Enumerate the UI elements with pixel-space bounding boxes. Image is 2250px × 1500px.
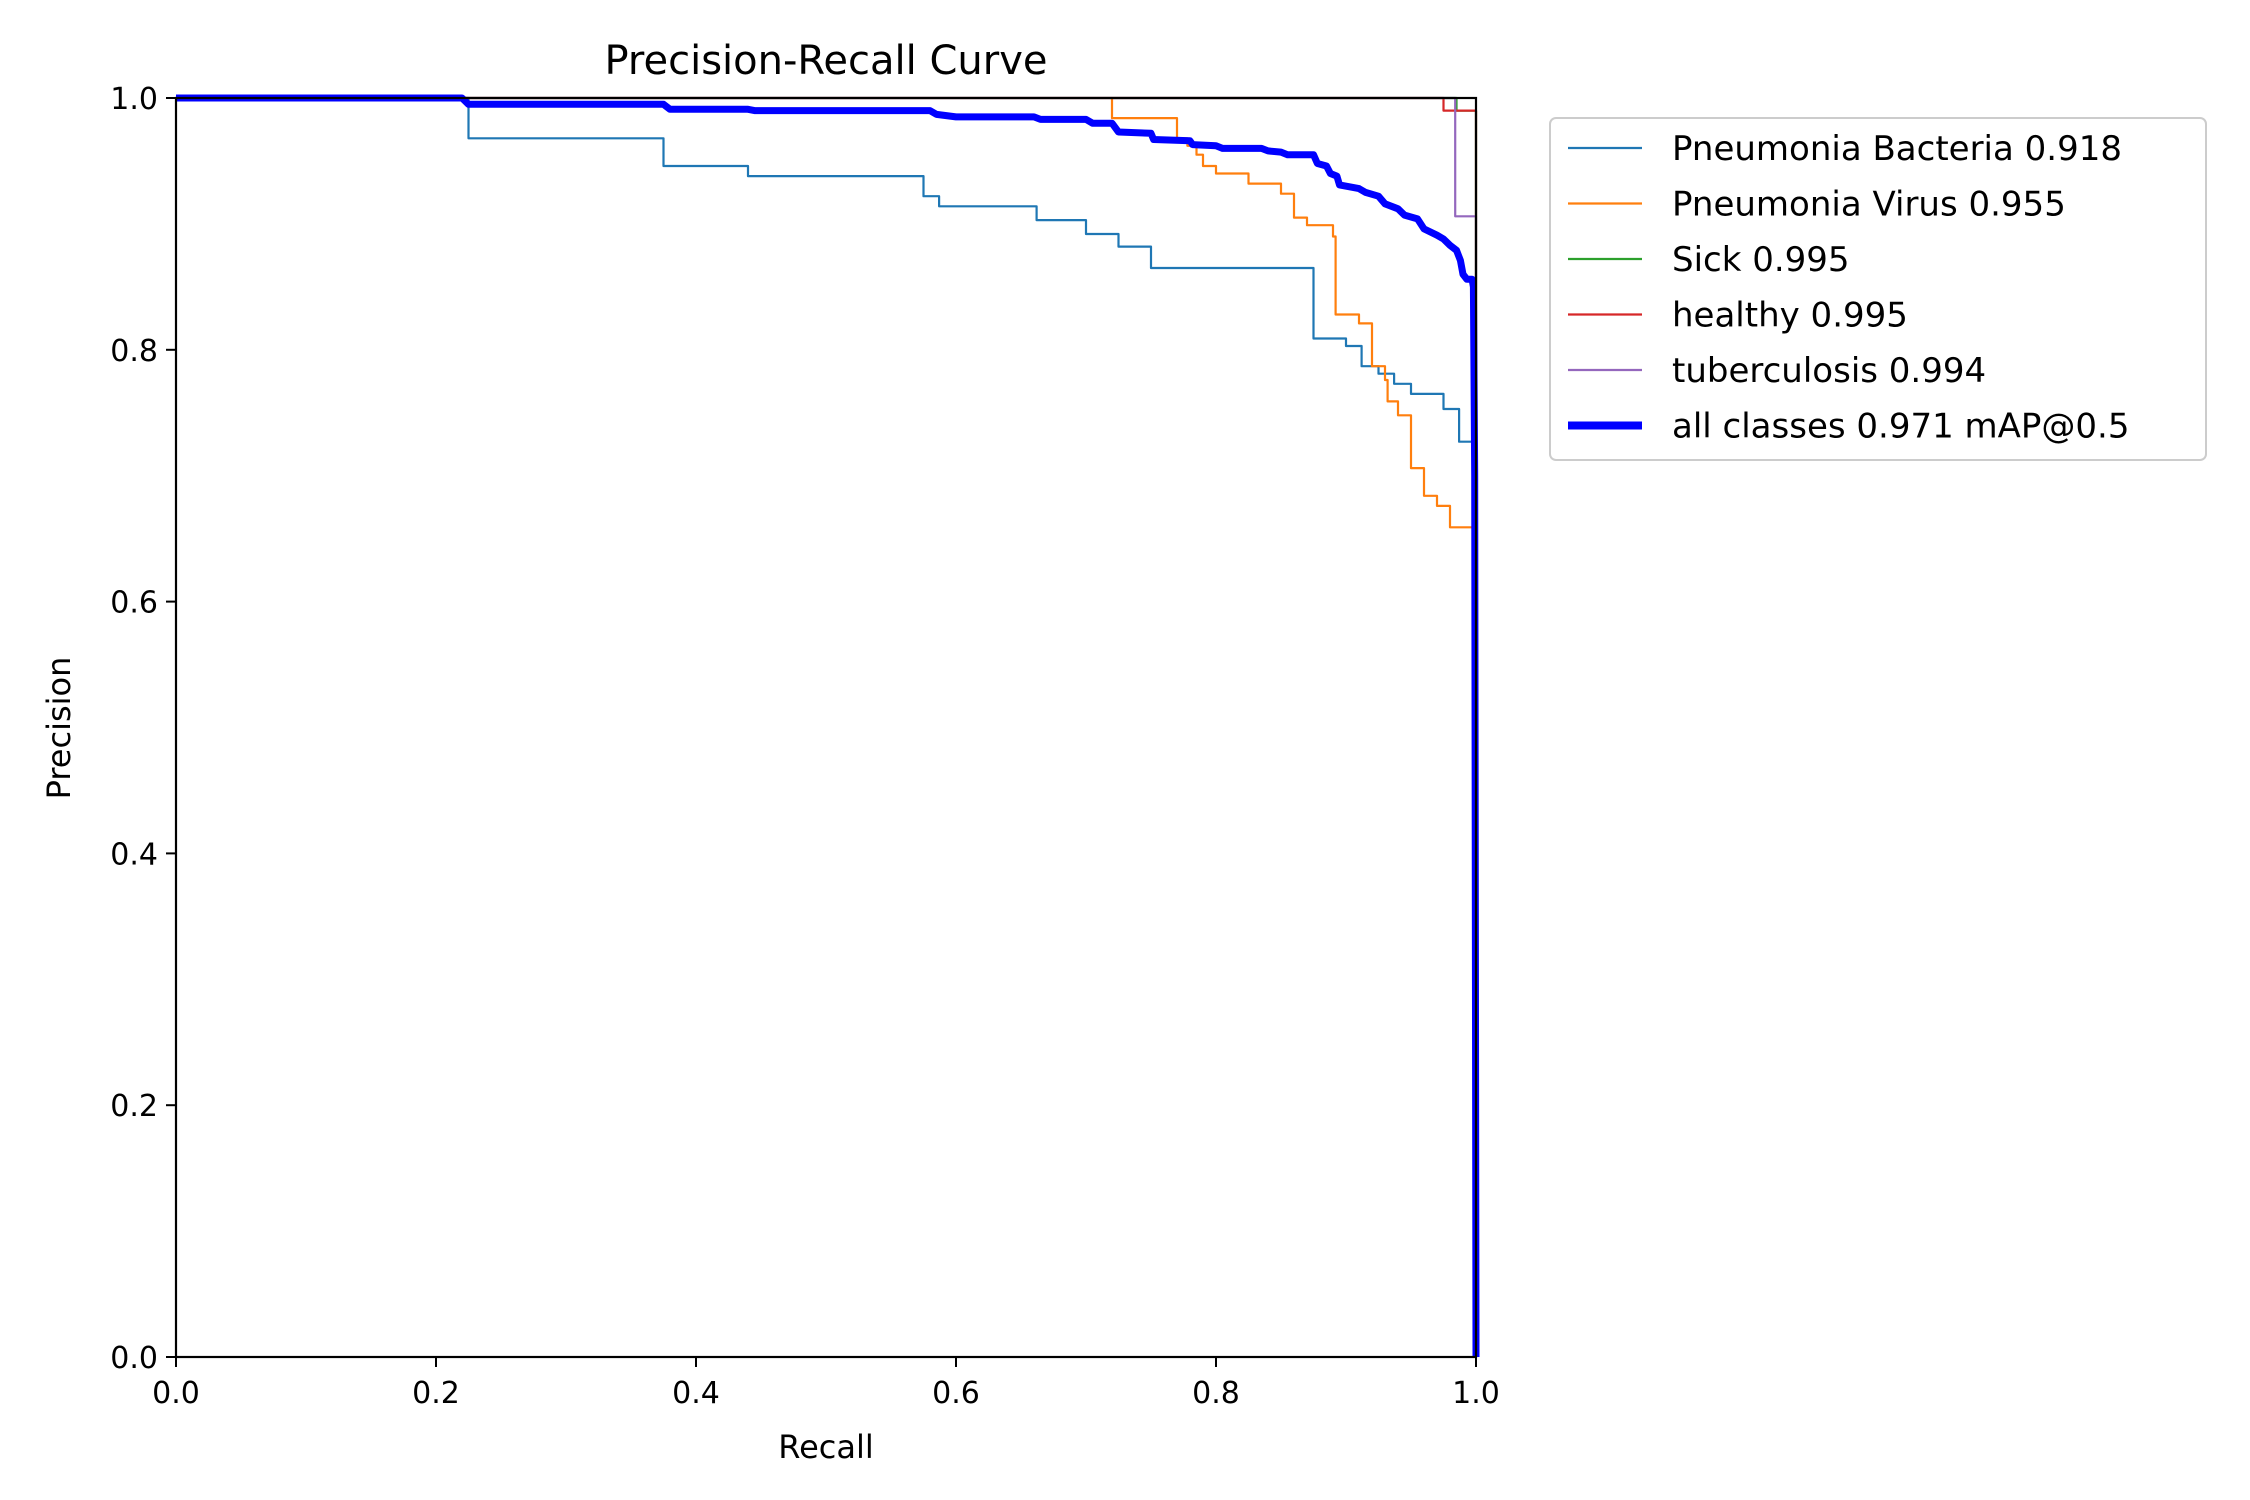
x-tick-label: 0.4 [672, 1376, 720, 1411]
y-axis-label: Precision [40, 657, 78, 800]
x-axis: 0.0 0.2 0.4 0.6 0.8 1.0 [152, 1357, 1500, 1411]
y-axis: 0.0 0.2 0.4 0.6 0.8 1.0 [110, 82, 176, 1376]
x-tick-label: 1.0 [1452, 1376, 1500, 1411]
legend-label-pneumonia: Pneumonia Virus 0.955 [1672, 185, 2066, 225]
y-tick-label: 0.8 [110, 334, 158, 369]
y-tick-label: 0.0 [110, 1341, 158, 1376]
chart-title: Precision-Recall Curve [605, 38, 1048, 84]
legend-label-all: all classes 0.971 mAP@0.5 [1672, 407, 2129, 447]
x-tick-label: 0.0 [152, 1376, 200, 1411]
y-tick-label: 1.0 [110, 82, 158, 117]
x-tick-label: 0.6 [932, 1376, 980, 1411]
plot-frame [174, 96, 1478, 1359]
series-line-all [176, 94, 1480, 1358]
legend-label-sick: Sick 0.995 [1672, 240, 1850, 280]
legend-label-pneumonia: Pneumonia Bacteria 0.918 [1672, 129, 2122, 169]
y-tick-label: 0.4 [110, 837, 158, 872]
x-tick-label: 0.8 [1192, 1376, 1240, 1411]
y-tick-label: 0.6 [110, 586, 158, 621]
legend-items: Pneumonia Bacteria 0.918 Pneumonia Virus … [1568, 129, 2129, 447]
legend-label-tuberculosis: tuberculosis 0.994 [1672, 351, 1986, 391]
legend: Pneumonia Bacteria 0.918 Pneumonia Virus … [1549, 117, 2207, 461]
legend-label-healthy: healthy 0.995 [1672, 296, 1908, 336]
x-axis-label: Recall [778, 1428, 873, 1466]
series-line-pneumonia [176, 96, 1478, 1357]
x-tick-label: 0.2 [412, 1376, 460, 1411]
series-line-pneumonia [1110, 98, 1478, 1357]
y-tick-label: 0.2 [110, 1089, 158, 1124]
legend-box [1549, 117, 2207, 461]
